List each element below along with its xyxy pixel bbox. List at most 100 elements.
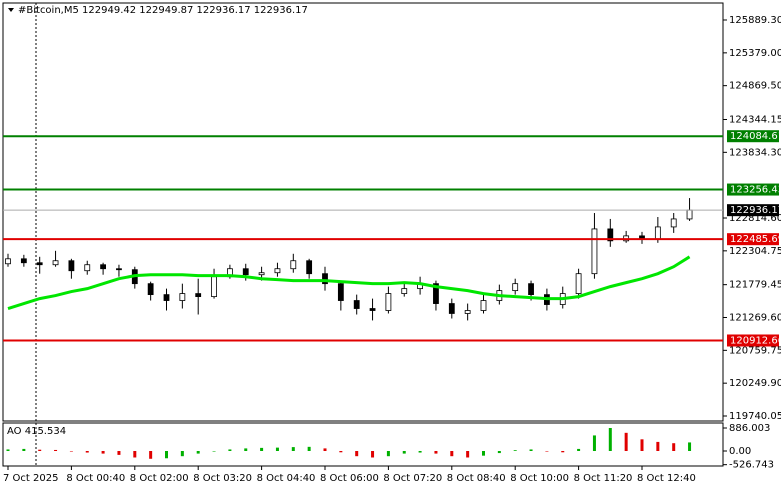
- indicator-bar: [529, 449, 533, 451]
- level-tag: [727, 183, 779, 196]
- x-tick-label: 7 Oct 2025: [3, 473, 58, 484]
- y-tick-label: 124869.50: [729, 81, 781, 92]
- candle-body: [147, 283, 154, 296]
- x-tick-label: 8 Oct 00:40: [66, 473, 125, 484]
- x-tick-label: 8 Oct 06:00: [320, 473, 379, 484]
- candle-body: [670, 218, 677, 228]
- x-tick-label: 8 Oct 02:00: [130, 473, 189, 484]
- indicator-bar: [482, 450, 485, 456]
- indicator-bar: [38, 449, 42, 451]
- level-label: 124084.61: [730, 131, 781, 142]
- y-tick-label: 121269.60: [729, 312, 781, 323]
- candle-body: [528, 283, 534, 296]
- candle-body: [575, 273, 582, 294]
- indicator-bar: [117, 450, 121, 455]
- candle-body: [607, 228, 614, 242]
- indicator-bar: [450, 450, 454, 457]
- candle-body: [337, 283, 344, 301]
- indicator-bar: [624, 432, 628, 451]
- indicator-bar: [323, 448, 327, 451]
- y-tick-label: 125379.00: [729, 48, 781, 59]
- candle-body: [385, 293, 392, 311]
- indicator-bar: [355, 450, 359, 457]
- indicator-tick-label: 886.003: [729, 423, 770, 434]
- x-tick-label: 8 Oct 04:40: [257, 473, 316, 484]
- candle-body: [5, 258, 11, 265]
- menu-icon: [8, 8, 14, 12]
- candle-body: [36, 262, 43, 266]
- candle-body: [464, 310, 471, 314]
- level-label: 122485.69: [730, 234, 781, 245]
- indicator-tick-label: -526.743: [729, 460, 774, 471]
- indicator-bar: [54, 449, 58, 451]
- candle-body: [290, 260, 297, 270]
- y-tick-label: 124344.15: [729, 114, 781, 125]
- indicator-bar: [466, 450, 470, 458]
- indicator-bar: [291, 447, 295, 451]
- candle-body: [179, 293, 186, 301]
- x-tick-label: 8 Oct 03:20: [193, 473, 252, 484]
- x-tick-label: 8 Oct 10:00: [510, 473, 569, 484]
- candle-body: [100, 264, 106, 270]
- y-tick-label: 123834.30: [729, 147, 781, 158]
- candle-body: [369, 308, 376, 311]
- indicator-bar: [196, 450, 200, 454]
- indicator-bar: [180, 450, 184, 457]
- x-tick-label: 8 Oct 07:20: [383, 473, 442, 484]
- indicator-bar: [371, 450, 375, 458]
- candle-body: [654, 226, 661, 240]
- candle-body: [84, 264, 91, 272]
- y-tick-label: 120249.90: [729, 378, 781, 389]
- x-tick-label: 8 Oct 12:40: [637, 473, 696, 484]
- candle-body: [195, 293, 202, 298]
- y-tick-label: 122814.60: [729, 213, 781, 224]
- candle-body: [306, 260, 313, 275]
- indicator-bar: [339, 450, 343, 453]
- indicator-bar: [260, 447, 264, 451]
- indicator-bar: [228, 449, 232, 451]
- level-tag: [727, 233, 779, 246]
- x-tick-label: 8 Oct 08:40: [447, 473, 506, 484]
- indicator-tick-label: 0.00: [729, 446, 751, 457]
- indicator-bar: [402, 450, 406, 454]
- indicator-bar: [688, 442, 692, 451]
- candle-body: [163, 294, 170, 301]
- indicator-bar: [497, 450, 501, 454]
- candle-body: [322, 273, 328, 285]
- candle-body: [116, 268, 122, 271]
- moving-average: [7, 255, 691, 310]
- candle-body: [448, 303, 455, 314]
- indicator-bar: [22, 448, 26, 451]
- candle-body: [258, 272, 265, 276]
- candle-body: [401, 288, 408, 294]
- candle-body: [211, 276, 217, 298]
- candle-body: [20, 258, 27, 264]
- current-price-label: 122936.17: [730, 205, 781, 216]
- candle-body: [353, 300, 360, 309]
- indicator-bar: [640, 439, 644, 451]
- level-label: 120912.66: [730, 335, 781, 346]
- indicator-bar: [101, 450, 105, 454]
- indicator-bar: [577, 448, 581, 451]
- indicator-bar: [165, 450, 168, 459]
- candle-body: [52, 260, 59, 266]
- y-tick-label: 119740.05: [729, 411, 781, 422]
- candle-body: [480, 300, 487, 311]
- y-tick-label: 122304.75: [729, 246, 781, 257]
- indicator-bar: [672, 443, 676, 451]
- chart-title: #Bitcoin,M5 122949.42 122949.87 122936.1…: [18, 5, 308, 16]
- candle-body: [591, 228, 598, 275]
- indicator-bar: [656, 441, 660, 451]
- indicator-frame: [2, 422, 724, 467]
- indicator-bar: [386, 450, 390, 457]
- indicator-label: AO 415.534: [7, 426, 66, 437]
- indicator-bar: [608, 427, 612, 451]
- candle-body: [68, 260, 75, 272]
- indicator-bar: [149, 450, 153, 459]
- indicator-bar: [212, 450, 216, 452]
- level-tag: [727, 334, 779, 347]
- candle-body: [274, 268, 281, 274]
- indicator-bar: [592, 435, 596, 451]
- current-price-tag: [727, 204, 779, 217]
